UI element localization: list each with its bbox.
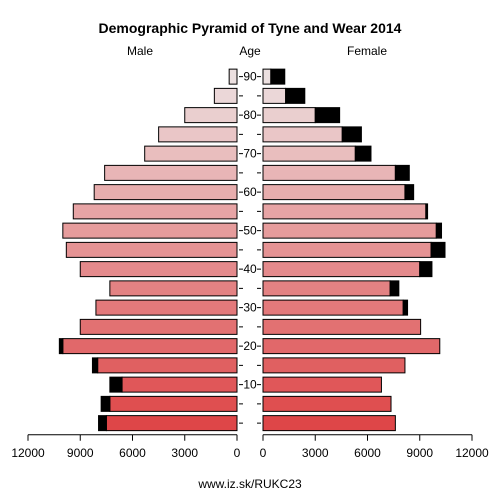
female-x-tick-label: 9000	[406, 446, 433, 460]
female-bar	[262, 357, 406, 374]
female-bar	[262, 164, 396, 181]
female-excess-bar	[354, 145, 372, 162]
male-bar	[95, 299, 238, 316]
footer-source: www.iz.sk/RUKC23	[197, 477, 302, 491]
male-bar	[72, 203, 238, 220]
male-excess-bar	[91, 357, 99, 374]
female-bar	[262, 415, 396, 432]
male-excess-bar	[98, 415, 107, 432]
male-excess-bar	[58, 338, 64, 355]
female-excess-bar	[404, 184, 415, 201]
female-excess-bar	[419, 261, 433, 278]
male-bar	[93, 184, 238, 201]
female-excess-bar	[314, 107, 341, 124]
male-bar	[228, 68, 238, 85]
female-bar	[262, 261, 421, 278]
bars-group	[58, 68, 446, 432]
male-bar	[65, 241, 238, 258]
male-bar	[97, 357, 238, 374]
male-bar	[121, 376, 238, 393]
female-bar	[262, 107, 316, 124]
female-bar	[262, 280, 391, 297]
female-bar	[262, 299, 404, 316]
age-tick-label: 60	[243, 185, 257, 199]
age-tick-label: 10	[243, 378, 257, 392]
female-bar	[262, 87, 287, 104]
age-tick-label: 70	[243, 147, 257, 161]
age-tick-label: 50	[243, 224, 257, 238]
female-x-tick-label: 6000	[354, 446, 381, 460]
male-bar	[79, 261, 238, 278]
female-x-tick-label: 12000	[455, 446, 489, 460]
female-excess-bar	[270, 68, 286, 85]
male-bar	[109, 395, 238, 412]
age-tick-label: 40	[243, 262, 257, 276]
female-bar	[262, 68, 272, 85]
male-bar	[109, 280, 238, 297]
male-excess-bar	[109, 376, 123, 393]
female-bar	[262, 184, 406, 201]
male-x-tick-label: 12000	[11, 446, 45, 460]
female-excess-bar	[430, 241, 446, 258]
female-excess-bar	[435, 222, 443, 239]
female-excess-bar	[285, 87, 306, 104]
male-bar	[62, 338, 238, 355]
age-tick-label: 30	[243, 301, 257, 315]
age-label: Age	[239, 44, 261, 58]
male-excess-bar	[100, 395, 111, 412]
age-tick-label: 90	[243, 70, 257, 84]
male-bar	[158, 126, 238, 143]
male-bar	[62, 222, 238, 239]
female-bar	[262, 145, 356, 162]
male-bar	[213, 87, 238, 104]
female-bar	[262, 222, 437, 239]
female-excess-bar	[389, 280, 400, 297]
male-bar	[79, 318, 238, 335]
male-x-tick-label: 9000	[67, 446, 94, 460]
male-x-tick-label: 0	[234, 446, 241, 460]
male-bar	[184, 107, 238, 124]
male-x-tick-label: 6000	[119, 446, 146, 460]
age-tick-label: 20	[243, 339, 257, 353]
female-x-tick-label: 0	[260, 446, 267, 460]
female-excess-bar	[402, 299, 409, 316]
female-excess-bar	[394, 164, 410, 181]
female-bar	[262, 318, 422, 335]
female-x-tick-label: 3000	[302, 446, 329, 460]
male-label: Male	[127, 44, 153, 58]
female-bar	[262, 241, 432, 258]
female-bar	[262, 203, 427, 220]
female-bar	[262, 338, 441, 355]
female-bar	[262, 126, 343, 143]
male-x-tick-label: 3000	[171, 446, 198, 460]
female-excess-bar	[341, 126, 362, 143]
male-bar	[144, 145, 238, 162]
male-bar	[104, 164, 238, 181]
chart-title: Demographic Pyramid of Tyne and Wear 201…	[99, 20, 402, 36]
female-bar	[262, 376, 382, 393]
female-label: Female	[347, 44, 387, 58]
male-bar	[105, 415, 238, 432]
female-bar	[262, 395, 392, 412]
age-tick-label: 80	[243, 108, 257, 122]
axes-group: 0 0 3000 3000 6000 6000 9000 9000 12000 12000 10 20…	[11, 70, 489, 460]
female-excess-bar	[425, 203, 429, 220]
